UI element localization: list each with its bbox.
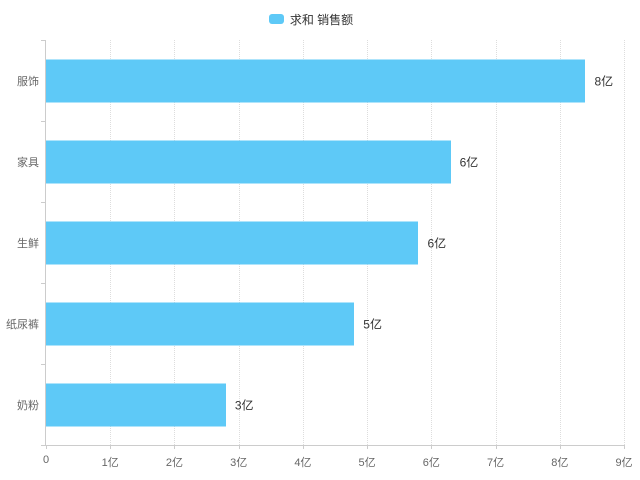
x-tick-mark [367, 445, 369, 449]
x-tick-mark [110, 445, 112, 449]
x-tick-mark [174, 445, 176, 449]
y-tick-mark [41, 283, 46, 284]
legend[interactable]: 求和 销售额 [0, 10, 622, 28]
legend-swatch-icon [268, 14, 284, 24]
chart-row: 家具 6亿 [17, 121, 624, 202]
x-tick-label: 9亿 [615, 457, 633, 469]
bar-value-label: 3亿 [234, 398, 254, 412]
chart-row: 奶粉 3亿 [17, 364, 624, 445]
bar[interactable] [46, 383, 226, 426]
y-tick-mark [41, 364, 46, 365]
bar-value-label: 5亿 [363, 317, 382, 331]
x-tick-label: 6亿 [422, 457, 440, 469]
x-tick-mark [559, 445, 561, 449]
x-tick-mark [238, 445, 240, 449]
gridline [559, 40, 561, 445]
category-label: 家具 [17, 156, 39, 169]
chart-row: 生鲜 6亿 [17, 202, 624, 283]
bar-rows: 服饰 8亿 家具 6亿 生鲜 6亿 纸尿裤 5亿 奶粉 3亿 [6, 40, 624, 445]
bar[interactable] [46, 302, 355, 345]
bar[interactable] [46, 59, 586, 102]
chart-row: 纸尿裤 5亿 [6, 283, 624, 364]
x-tick-label: 1亿 [101, 457, 119, 469]
x-tick-label: 3亿 [230, 457, 248, 469]
bar-value-label: 6亿 [459, 155, 479, 169]
gridline [431, 40, 433, 445]
category-label: 奶粉 [17, 399, 39, 412]
y-tick-mark [41, 445, 46, 446]
x-tick-label: 7亿 [486, 457, 505, 469]
x-tick-mark [495, 445, 497, 449]
bar[interactable] [46, 221, 419, 264]
legend-label: 求和 销售额 [289, 12, 354, 27]
y-tick-mark [41, 40, 46, 41]
plot-area: 服饰 8亿 家具 6亿 生鲜 6亿 纸尿裤 5亿 奶粉 3亿 0 1亿 2亿 3亿 4亿 5亿 6亿 7亿 8亿 9… [6, 40, 633, 469]
x-tick-label: 4亿 [294, 457, 312, 469]
bar-value-label: 8亿 [594, 74, 614, 88]
category-label: 服饰 [17, 75, 39, 88]
x-tick-mark [624, 445, 625, 449]
x-tick-label: 0 [42, 454, 50, 466]
bar[interactable] [46, 140, 451, 183]
category-label: 纸尿裤 [6, 318, 39, 331]
x-tick-mark [46, 445, 47, 449]
y-tick-mark [41, 202, 46, 203]
x-tick-label: 2亿 [165, 457, 183, 469]
y-tick-mark [41, 121, 46, 122]
bar-value-label: 6亿 [427, 236, 447, 250]
x-tick-label: 5亿 [358, 457, 376, 469]
gridline [624, 40, 625, 445]
x-tick-mark [302, 445, 304, 449]
category-label: 生鲜 [17, 237, 39, 250]
gridline [495, 40, 497, 445]
chart-row: 服饰 8亿 [17, 40, 624, 121]
x-tick-label: 8亿 [551, 457, 569, 469]
x-tick-mark [431, 445, 433, 449]
